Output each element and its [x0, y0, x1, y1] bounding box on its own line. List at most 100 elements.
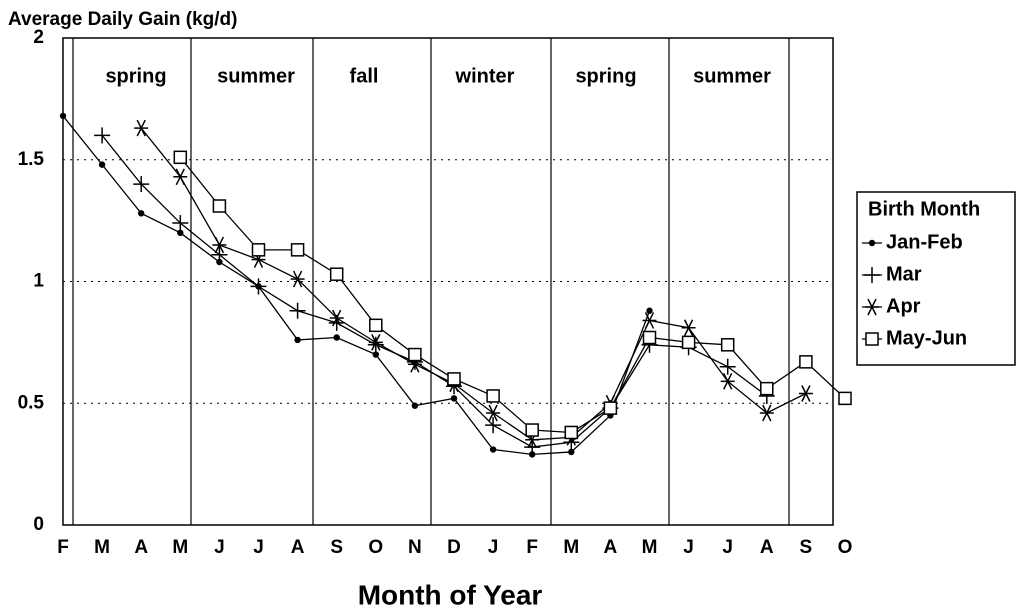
marker [865, 332, 879, 346]
marker-line [683, 319, 694, 337]
marker [172, 215, 189, 232]
season-label: winter [455, 65, 515, 87]
marker-square [173, 150, 188, 165]
marker-square [760, 381, 774, 396]
marker [568, 448, 575, 456]
marker [411, 402, 419, 409]
y-tick-label: 2 [33, 27, 44, 48]
marker [564, 425, 579, 440]
marker-line [214, 236, 225, 254]
x-tick-label: F [526, 537, 538, 558]
y-tick-label: 1.5 [18, 149, 45, 170]
marker-dot [177, 229, 184, 236]
marker [173, 168, 188, 186]
marker [333, 334, 340, 341]
marker-dot [568, 448, 575, 456]
marker-line [136, 119, 146, 137]
marker [759, 404, 774, 422]
marker-dot [294, 336, 301, 344]
marker [485, 417, 502, 434]
marker [838, 391, 852, 406]
y-tick-label: 1 [33, 271, 44, 292]
marker [133, 176, 150, 193]
season-label: spring [105, 65, 166, 87]
marker-line [292, 270, 303, 288]
marker [525, 423, 539, 437]
x-tick-label: J [214, 537, 225, 558]
marker [368, 334, 383, 351]
legend-label: May-Jun [886, 327, 967, 349]
marker-square [564, 425, 579, 440]
x-tick-label: M [94, 537, 110, 558]
marker-line [867, 298, 877, 316]
x-axis-title: Month of Year [358, 579, 543, 610]
legend-box [856, 191, 1016, 366]
marker [329, 309, 344, 327]
marker [98, 161, 106, 168]
marker-dot [450, 395, 458, 402]
marker-square [447, 372, 461, 386]
marker [719, 358, 736, 375]
marker-square [212, 199, 227, 213]
marker-line [175, 168, 185, 186]
x-tick-label: O [838, 537, 853, 558]
x-tick-label: J [488, 537, 499, 558]
marker-square [720, 338, 735, 352]
marker [646, 307, 653, 314]
marker-square [408, 347, 422, 362]
marker-dot [138, 210, 145, 217]
x-tick-label: D [447, 537, 461, 558]
marker [59, 112, 67, 120]
legend-label: Mar [886, 263, 922, 285]
x-tick-label: A [604, 537, 618, 558]
marker [489, 446, 497, 453]
marker [798, 385, 813, 402]
marker [290, 243, 305, 257]
marker [138, 210, 145, 217]
marker [290, 270, 305, 288]
marker [372, 351, 379, 358]
season-dividers [72, 38, 790, 525]
series-line [140, 127, 807, 441]
marker [642, 330, 657, 345]
x-tick-label: A [291, 537, 305, 558]
marker-square [486, 389, 500, 403]
marker-dot [646, 307, 653, 314]
marker [251, 243, 266, 257]
marker-line [371, 334, 381, 351]
marker-dot [868, 239, 876, 247]
marker-dot [59, 112, 67, 120]
marker-square [251, 243, 266, 257]
marker [408, 347, 422, 362]
x-tick-label: O [368, 537, 383, 558]
marker-line [332, 309, 342, 327]
x-tick-label: J [683, 537, 694, 558]
marker-dot [489, 446, 497, 453]
marker [799, 355, 813, 369]
y-tick-label: 0.5 [18, 392, 45, 413]
marker [865, 298, 879, 316]
marker [760, 381, 774, 396]
marker [486, 389, 500, 403]
marker-square [329, 267, 344, 281]
marker [177, 229, 184, 236]
series-line [179, 156, 846, 434]
marker-square [865, 332, 879, 346]
y-tick-label: 0 [33, 514, 44, 535]
marker-square [799, 355, 813, 369]
marker-square [838, 391, 852, 406]
x-tick-label: M [563, 537, 579, 558]
marker [681, 319, 696, 337]
season-label: summer [693, 65, 771, 87]
x-tick-label: A [134, 537, 148, 558]
marker [720, 372, 735, 390]
marker-square [681, 335, 696, 350]
season-label: summer [217, 65, 295, 87]
marker [173, 150, 188, 165]
marker-square [642, 330, 657, 345]
marker [681, 335, 696, 350]
marker [369, 318, 383, 333]
x-tick-label: J [722, 537, 733, 558]
x-tick-label: N [408, 537, 422, 558]
